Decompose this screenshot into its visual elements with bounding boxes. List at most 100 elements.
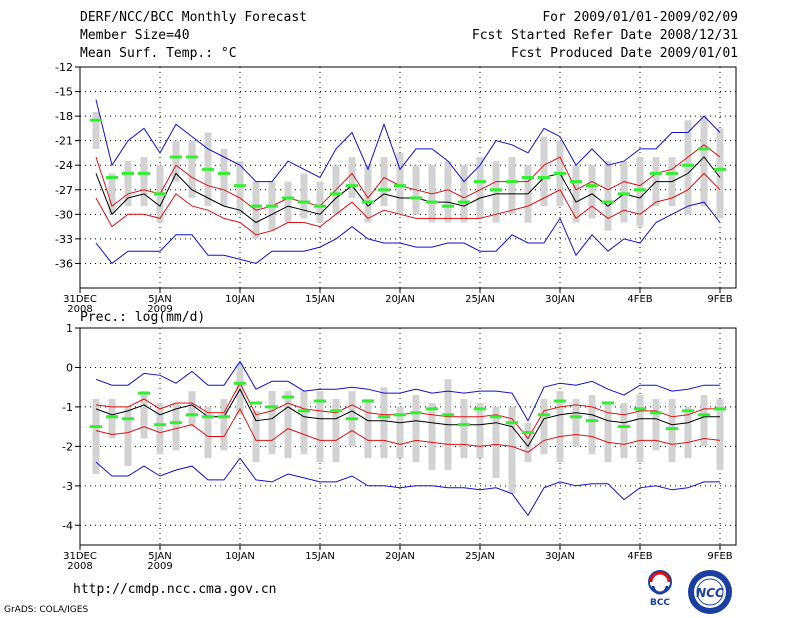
temp-ensemble-box: [540, 136, 548, 207]
temp-xtick-label: 5JAN: [148, 294, 171, 305]
chart-title: DERF/NCC/BCC Monthly Forecast: [80, 10, 307, 25]
temp-ytick-label: -21: [55, 135, 73, 148]
website-url[interactable]: http://cmdp.ncc.cma.gov.cn: [73, 582, 277, 597]
temp-ensemble-box: [236, 161, 244, 215]
temp-p10-line: [95, 172, 721, 236]
grads-credit: GrADS: COLA/IGES: [4, 605, 89, 615]
prec-ensemble-box: [364, 399, 372, 459]
temp-xtick-year: 2008: [67, 304, 92, 315]
prec-ytick-label: 0: [66, 361, 73, 374]
temp-ytick-label: -33: [55, 233, 73, 246]
prec-observed-marker: [186, 413, 198, 417]
prec-ensemble-box: [476, 402, 484, 459]
temp-observed-marker: [682, 163, 694, 167]
prec-ensemble-box: [684, 406, 692, 459]
temp-ensemble-box: [460, 165, 468, 223]
prec-ensemble-box: [412, 395, 420, 463]
temp-max-line: [95, 99, 721, 183]
precip-variable-label: Prec.: log(mm/d): [80, 310, 206, 325]
temp-ensemble-box: [300, 173, 308, 219]
bcc-logo: BCC: [648, 570, 672, 608]
prec-observed-marker: [154, 423, 166, 427]
prec-ytick-label: -4: [62, 519, 73, 532]
prec-p90-line: [95, 382, 720, 440]
temp-observed-marker: [122, 171, 134, 175]
prec-ensemble-box: [556, 391, 564, 463]
prec-observed-marker: [570, 415, 582, 419]
prec-ensemble-box: [716, 399, 724, 471]
member-size: Member Size=40: [80, 28, 190, 43]
prec-xtick-label: 31DEC: [63, 551, 97, 562]
temp-ensemble-box: [140, 157, 148, 207]
prec-observed-marker: [458, 423, 470, 427]
temp-observed-marker: [106, 176, 118, 179]
temp-xtick-label: 4FEB: [627, 294, 652, 305]
prec-xtick-label: 4FEB: [627, 551, 652, 562]
temp-observed-marker: [570, 180, 582, 184]
prec-observed-marker: [90, 425, 102, 429]
bcc-logo-text: BCC: [650, 598, 670, 608]
prec-observed-marker: [426, 407, 438, 411]
temp-observed-marker: [330, 192, 342, 196]
temp-ensemble-box: [588, 165, 596, 219]
prec-p10-line: [95, 407, 721, 453]
prec-observed-marker: [602, 401, 614, 405]
temp-ytick-label: -24: [55, 159, 73, 172]
temp-ensemble-box: [108, 173, 116, 215]
prec-observed-marker: [698, 413, 710, 417]
temp-ensemble-box: [476, 157, 484, 219]
temp-observed-marker: [282, 196, 294, 200]
prec-ensemble-box: [316, 391, 324, 463]
temp-observed-marker: [218, 171, 230, 175]
temp-ensemble-box: [636, 157, 644, 227]
prec-observed-marker: [122, 417, 134, 421]
prec-observed-marker: [522, 431, 534, 435]
prec-observed-marker: [538, 413, 550, 417]
temp-observed-marker: [634, 188, 646, 192]
prec-observed-marker: [586, 419, 598, 423]
temp-ytick-label: -12: [55, 61, 73, 74]
prec-ensemble-box: [172, 402, 180, 451]
prec-ensemble-box: [492, 406, 500, 478]
temp-observed-marker: [186, 155, 198, 159]
temp-observed-marker: [522, 176, 534, 179]
prec-observed-marker: [650, 411, 662, 415]
prec-ensemble-box: [508, 406, 516, 494]
prec-ensemble-box: [252, 410, 260, 463]
fcst-produced-date: Fcst Produced Date 2009/01/01: [511, 46, 738, 61]
temp-observed-marker: [554, 171, 566, 175]
prec-observed-marker: [314, 399, 326, 403]
prec-observed-marker: [474, 407, 486, 411]
temp-frame: [79, 66, 737, 289]
prec-xtick-label: 9FEB: [707, 551, 732, 562]
prec-observed-marker: [298, 409, 310, 413]
temp-ensemble-box: [396, 152, 404, 215]
temp-observed-marker: [666, 171, 678, 175]
prec-ensemble-box: [460, 399, 468, 459]
prec-ytick-label: 1: [66, 322, 73, 335]
prec-observed-marker: [250, 401, 262, 405]
prec-observed-marker: [554, 399, 566, 403]
prec-ensemble-box: [92, 399, 100, 474]
prec-max-line: [95, 360, 720, 422]
temp-observed-marker: [138, 171, 150, 175]
prec-ensemble-box: [652, 399, 660, 451]
prec-observed-marker: [282, 395, 294, 399]
temp-ensemble-box: [716, 128, 724, 219]
prec-ensemble-box: [156, 402, 164, 455]
prec-xtick-label: 20JAN: [385, 551, 415, 562]
temp-ytick-label: -18: [55, 110, 73, 123]
temp-xtick-label: 15JAN: [305, 294, 335, 305]
temp-observed-marker: [378, 188, 390, 192]
temp-ensemble-box: [284, 181, 292, 223]
temp-mean-line: [95, 156, 721, 224]
prec-observed-marker: [714, 407, 726, 411]
prec-ensemble-box: [620, 402, 628, 459]
temp-ensemble-box: [348, 157, 356, 198]
prec-observed-marker: [618, 425, 630, 429]
temp-ensemble-box: [380, 157, 388, 207]
temp-ensemble-box: [572, 165, 580, 223]
temp-observed-marker: [474, 180, 486, 184]
temp-ytick-label: -36: [55, 257, 73, 270]
prec-ensemble-box: [540, 399, 548, 455]
